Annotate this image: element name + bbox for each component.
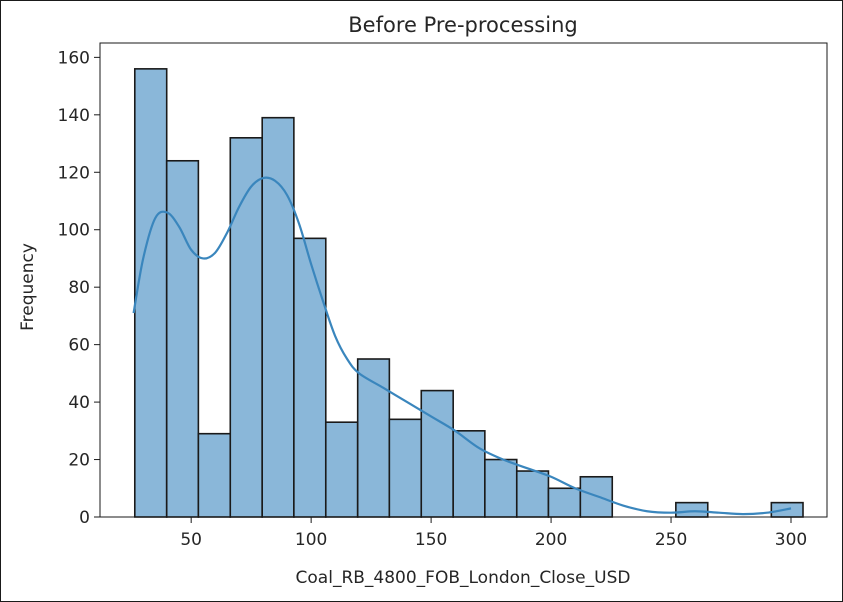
axes-group: 50 100 150 200 250 300 0 20 40 60 80 100 120 140 160 (58, 48, 808, 550)
histogram-bar (324, 421, 359, 518)
histogram-bar (452, 430, 486, 518)
y-tick-label: 140 (58, 106, 90, 126)
x-tick-label: 50 (180, 530, 202, 550)
plot-frame (99, 42, 828, 518)
y-tick-label: 160 (58, 48, 90, 68)
histogram-bar (293, 237, 327, 518)
x-tick-label: 200 (535, 530, 567, 550)
chart-title: Before Pre-processing (348, 13, 577, 37)
histogram-bar (547, 487, 582, 518)
histogram-bar (484, 458, 518, 518)
histogram-bar (675, 501, 709, 518)
histogram-bar (165, 159, 200, 518)
bars-group (133, 68, 804, 518)
y-tick-label: 40 (68, 393, 90, 413)
y-axis-label: Frequency (18, 243, 38, 331)
y-tick-label: 120 (58, 163, 90, 183)
x-tick-label: 100 (295, 530, 327, 550)
x-tick-label: 250 (655, 530, 687, 550)
x-tick-label: 150 (415, 530, 447, 550)
histogram-bar (388, 418, 423, 518)
y-tick-label: 60 (68, 336, 90, 356)
x-tick-label: 300 (775, 530, 807, 550)
y-tick-label: 0 (79, 508, 90, 528)
kde-line (132, 176, 792, 516)
y-tick-label: 100 (58, 221, 90, 241)
histogram-bar (197, 432, 232, 518)
histogram-bar (133, 68, 168, 518)
histogram-bar (420, 389, 454, 518)
y-tick-label: 20 (68, 451, 90, 471)
histogram-bar (515, 470, 550, 518)
x-axis-label: Coal_RB_4800_FOB_London_Close_USD (296, 568, 631, 588)
histogram-bar (356, 358, 391, 518)
y-tick-label: 80 (68, 278, 90, 298)
